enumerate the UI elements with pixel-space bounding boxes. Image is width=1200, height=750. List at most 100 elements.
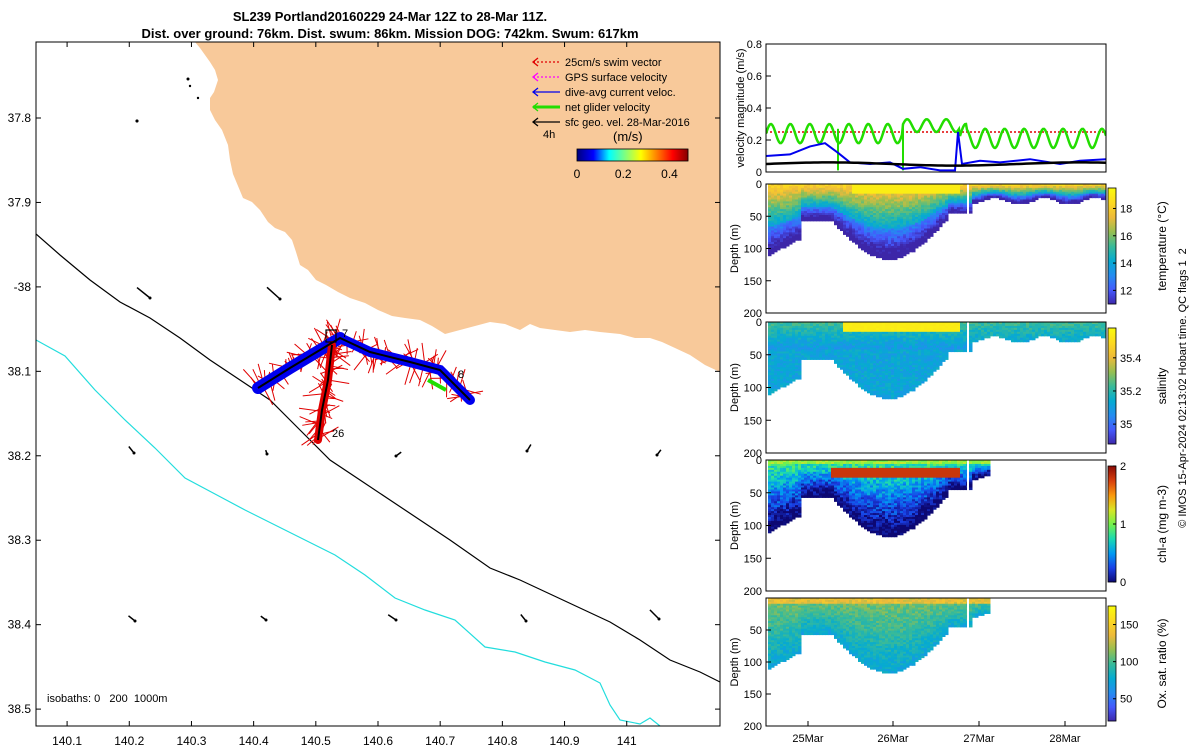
chart-title-line2: Dist. over ground: 76km. Dist. swum: 86k… [141, 26, 639, 41]
legend-label: 25cm/s swim vector [565, 57, 662, 69]
geo-arrow [266, 286, 281, 300]
section-panel: 0 50 100 150 200 Depth (m) 0 1 2 chl-a (mg m-3) [729, 455, 1169, 598]
section-y-tick-label: 50 [750, 350, 762, 362]
legend-label: net glider velocity [565, 102, 650, 114]
map-x-tick-label: 140.7 [425, 734, 455, 748]
section-y-tick-label: 150 [744, 276, 762, 288]
map-x-tick-label: 140.3 [176, 734, 206, 748]
section-x-tick-label: 28Mar [1049, 733, 1081, 745]
section-y-tick-label: 100 [744, 244, 762, 256]
section-x-tick-label: 25Mar [792, 733, 824, 745]
section-y-tick-label: 0 [756, 179, 762, 191]
series-dive-avg-current [766, 131, 1106, 172]
section-field [768, 184, 1106, 313]
map-y-tick-label: 38.5 [8, 702, 32, 716]
section-y-tick-label: 50 [750, 488, 762, 500]
section-y-tick-label: 0 [756, 317, 762, 329]
section-field [768, 598, 991, 726]
velocity-magnitude-panel: 0 0.2 0.4 0.6 0.8 velocity magnitude (m/s) [735, 39, 1107, 179]
colorbar-tick-label: 0.4 [661, 167, 678, 181]
section-x-tick-label: 27Mar [963, 733, 995, 745]
section-y-tick-label: 100 [744, 383, 762, 395]
section-y-label: Depth (m) [729, 501, 741, 550]
section-y-label: Depth (m) [729, 224, 741, 273]
colorbar-tick-label: 0 [1120, 577, 1126, 589]
colorbar-tick-label: 35.4 [1120, 353, 1141, 365]
geo-arrow [387, 614, 397, 621]
chart-title-line1: SL239 Portland20160229 24-Mar 12Z to 28-… [232, 9, 548, 24]
section-y-tick-label: 150 [744, 415, 762, 427]
section-x-tick-label: 26Mar [877, 733, 909, 745]
track-label-8: 8 [458, 369, 464, 381]
section-y-tick-label: 200 [744, 586, 762, 598]
section-y-tick-label: 150 [744, 689, 762, 701]
map-panel: 7 8 26 140.1 140.2 140.3 140.4 140.5 140.6 140… [8, 41, 721, 748]
velocity-y-tick-label: 0 [756, 167, 762, 179]
velocity-y-label: velocity magnitude (m/s) [735, 48, 747, 167]
map-y-tick-label: 38.4 [8, 618, 32, 632]
colorbar-label: chl-a (mg m-3) [1155, 485, 1169, 563]
map-y-tick-label: -38 [14, 280, 32, 294]
colorbar-tick-label: 50 [1120, 694, 1132, 706]
map-x-tick-label: 140.6 [363, 734, 393, 748]
section-y-tick-label: 100 [744, 657, 762, 669]
map-y-tick-label: 38.2 [8, 449, 32, 463]
isobath-200m [36, 233, 720, 683]
colorbar-tick-label: 150 [1120, 620, 1138, 632]
map-x-tick-label: 140.1 [52, 734, 82, 748]
map-x-tick-label: 140.2 [114, 734, 144, 748]
colorbar-tick-label: 18 [1120, 203, 1132, 215]
map-y-ticks: 37.8 37.9 -38 38.1 38.2 38.3 38.4 38.5 [8, 111, 720, 716]
velocity-y-tick-label: 0.8 [747, 39, 762, 51]
velocity-y-tick-label: 0.2 [747, 135, 762, 147]
map-x-tick-label: 140.9 [550, 734, 580, 748]
section-field [768, 322, 1106, 453]
land-area [36, 42, 720, 372]
track-label-26: 26 [332, 428, 344, 440]
map-x-tick-label: 140.4 [239, 734, 269, 748]
colorbar-tick-label: 2 [1120, 461, 1126, 473]
velocity-y-tick-label: 0.6 [747, 71, 762, 83]
colorbar-tick-label: 35 [1120, 419, 1132, 431]
series-net-glider-velocity [766, 117, 1106, 150]
footer-credit: © IMOS 15-Apr-2024 02:13:02 Hobart time.… [1177, 248, 1189, 528]
section-y-tick-label: 100 [744, 521, 762, 533]
track-line [257, 336, 471, 401]
colorbar-tick-label: 35.2 [1120, 386, 1141, 398]
glider-track [242, 318, 484, 446]
isobaths-label: isobaths: 0 200 1000m [47, 693, 167, 705]
section-y-label: Depth (m) [729, 363, 741, 412]
colorbar-label: temperature (°C) [1155, 201, 1169, 291]
legend-label: dive-avg current veloc. [565, 87, 676, 99]
track-label-7: 7 [342, 328, 348, 340]
map-y-tick-label: 38.1 [8, 364, 32, 378]
colorbar-tick-label: 100 [1120, 657, 1138, 669]
section-panel: 0 50 100 150 200 Depth (m) 35 35.2 35.4 salinity [729, 317, 1169, 460]
geo-arrow [136, 287, 151, 299]
section-y-tick-label: 200 [744, 448, 762, 460]
track-line [317, 344, 333, 441]
map-x-tick-label: 140.8 [487, 734, 517, 748]
series-sfc-geo-velocity [766, 161, 1106, 167]
colorbar-unit-label: (m/s) [613, 129, 643, 144]
section-panel: 50 100 150 200 Depth (m) 50 100 150 Ox. sat. rat… [729, 597, 1169, 745]
section-y-tick-label: 150 [744, 553, 762, 565]
net-glider-velocity-arrow [427, 378, 447, 392]
legend-time-label: 4h [543, 129, 555, 141]
colorbar-label: salinity [1155, 368, 1169, 405]
map-y-tick-label: 37.9 [8, 195, 32, 209]
colorbar-label: Ox. sat. ratio (%) [1155, 618, 1169, 708]
colorbar-tick-label: 14 [1120, 258, 1132, 270]
section-y-tick-label: 200 [744, 721, 762, 733]
sfc-geo-velocity-arrows [128, 119, 662, 623]
map-y-tick-label: 38.3 [8, 533, 32, 547]
section-y-label: Depth (m) [729, 638, 741, 687]
section-y-tick-label: 50 [750, 211, 762, 223]
velocity-y-ticks: 0 0.2 0.4 0.6 0.8 [747, 39, 771, 179]
map-x-tick-label: 140.5 [301, 734, 331, 748]
colorbar-tick-label: 1 [1120, 519, 1126, 531]
legend-label: sfc geo. vel. 28-Mar-2016 [565, 117, 690, 129]
map-legend: 25cm/s swim vector GPS surface velocity di… [531, 57, 690, 129]
